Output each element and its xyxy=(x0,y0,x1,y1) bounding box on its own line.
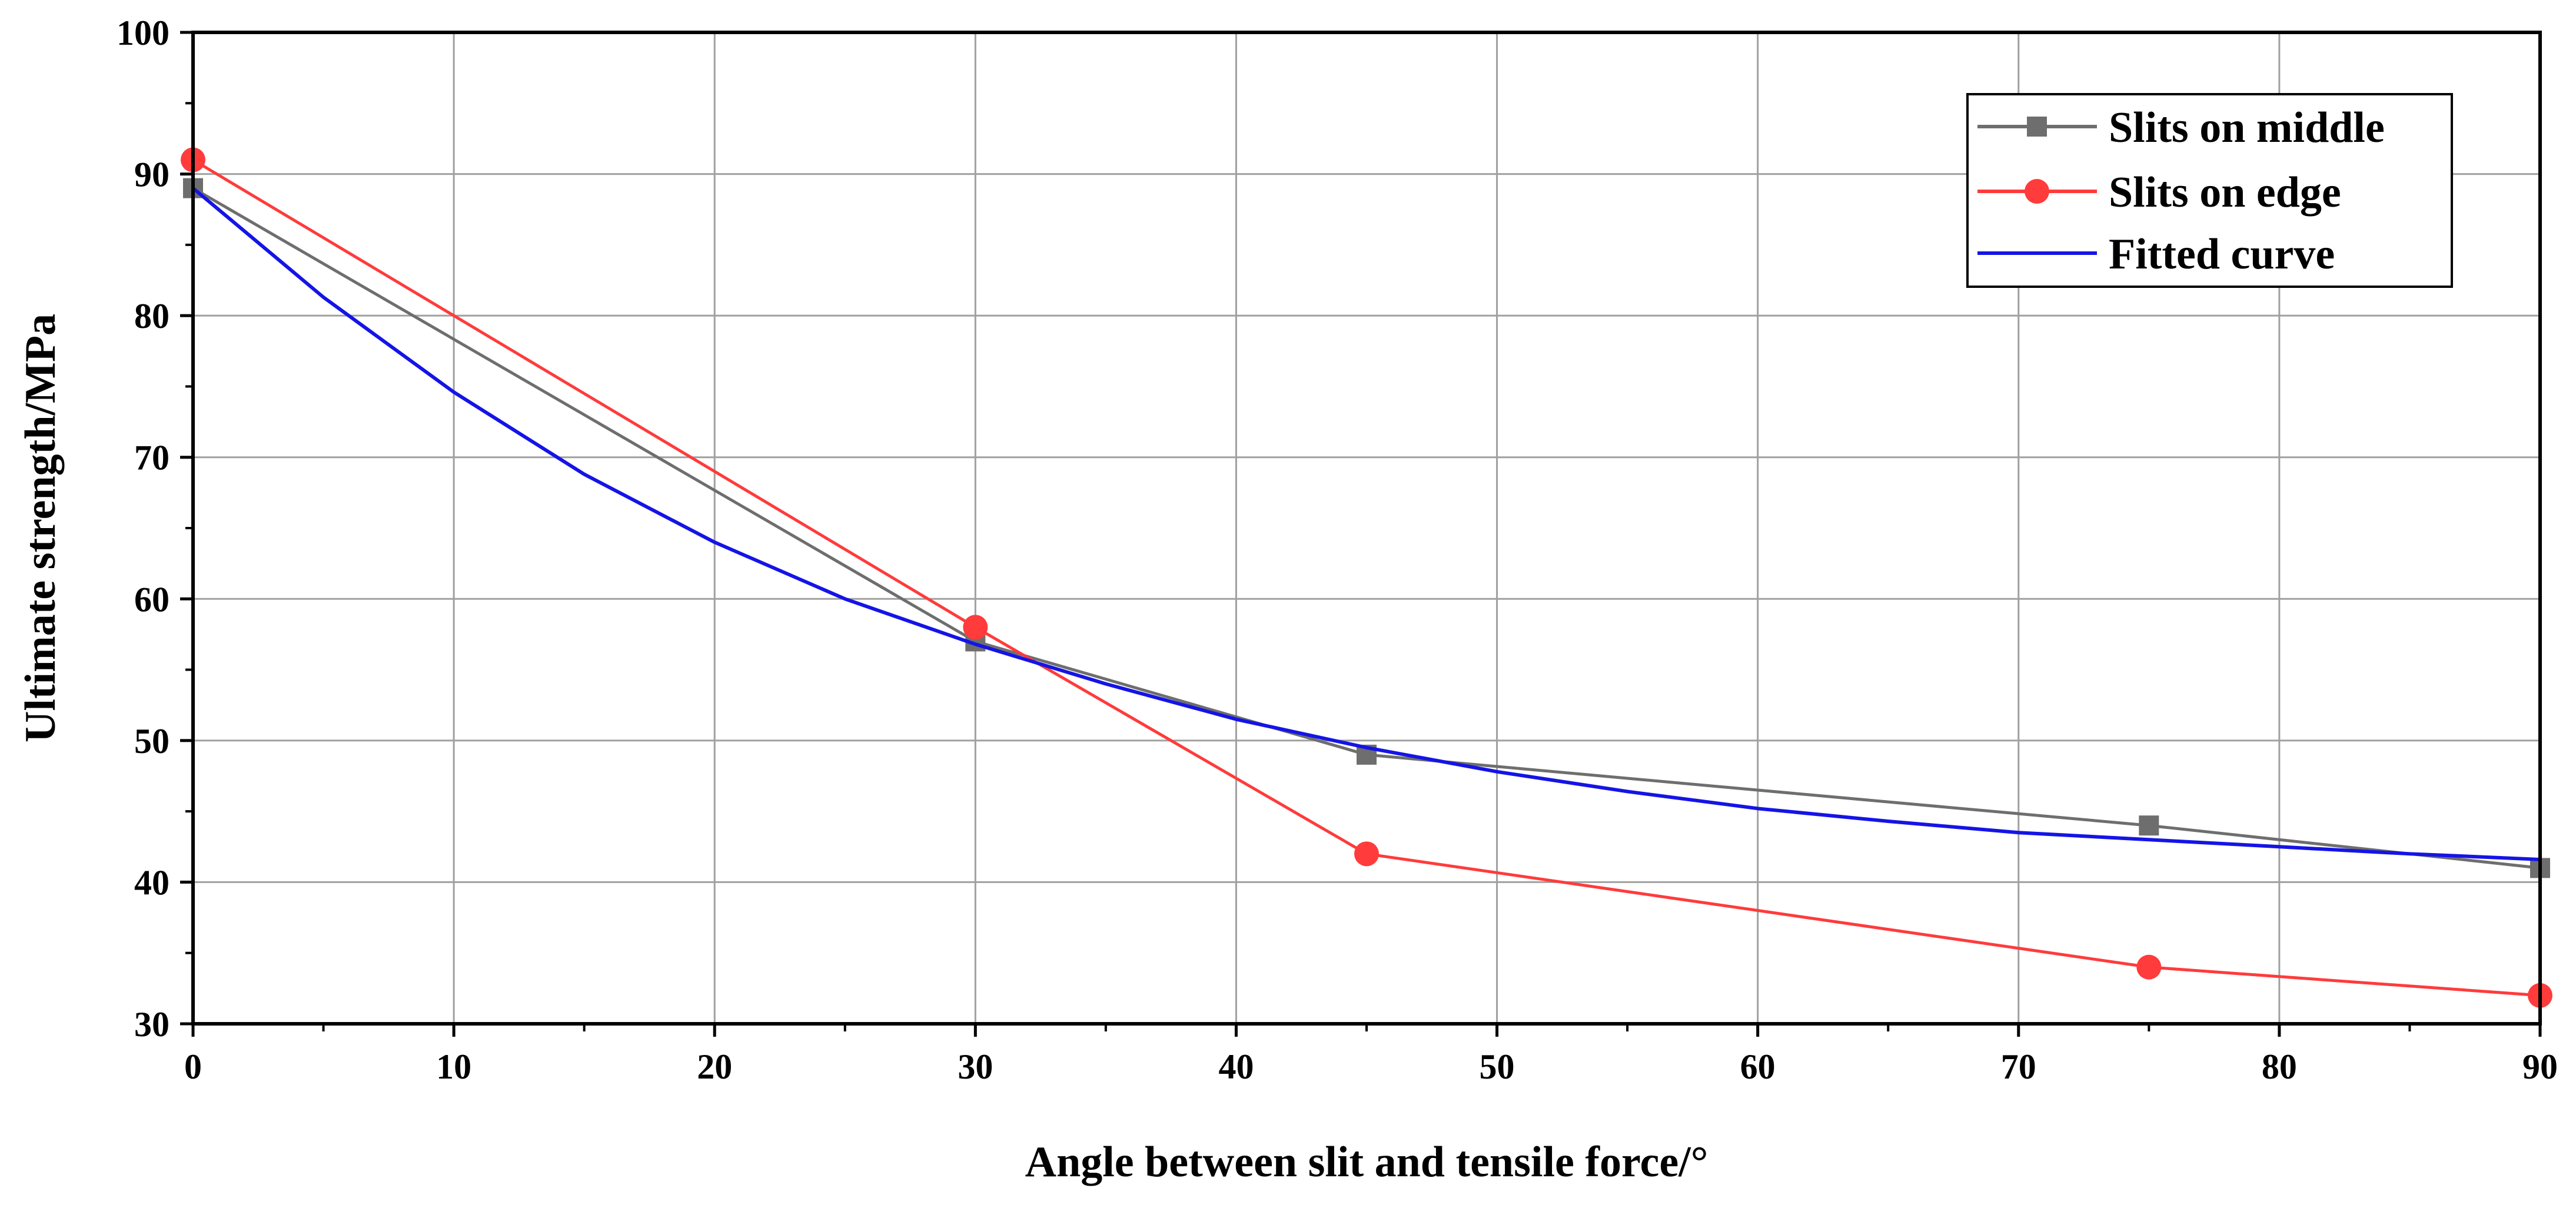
y-tick-label: 90 xyxy=(134,155,169,194)
series-line xyxy=(192,187,2541,861)
x-tick-label: 10 xyxy=(436,1047,471,1086)
x-tick-label: 40 xyxy=(1218,1047,1254,1086)
legend-label-slits-on-middle: Slits on middle xyxy=(2109,104,2385,152)
x-tick-label: 70 xyxy=(2001,1047,2036,1086)
legend-label-slits-on-edge: Slits on edge xyxy=(2109,168,2341,217)
y-tick-label: 60 xyxy=(134,580,169,619)
legend-item-fitted-curve: Fitted curve xyxy=(1977,230,2335,278)
legend-item-slits-on-edge: Slits on edge xyxy=(1977,168,2341,217)
legend-marker-circle xyxy=(2025,179,2049,204)
legend-item-slits-on-middle: Slits on middle xyxy=(1977,104,2385,152)
series-line xyxy=(192,187,2541,870)
data-point xyxy=(963,615,988,640)
x-tick-label: 80 xyxy=(2262,1047,2297,1086)
y-tick-label: 80 xyxy=(134,297,169,336)
series-fitted-curve xyxy=(192,187,2541,861)
x-tick-label: 0 xyxy=(184,1047,202,1086)
data-point xyxy=(2136,954,2162,980)
legend-label-fitted-curve: Fitted curve xyxy=(2109,230,2335,278)
x-tick-label: 20 xyxy=(697,1047,732,1086)
y-tick-label: 70 xyxy=(134,439,169,477)
data-point xyxy=(1354,841,1379,867)
y-tick-label: 40 xyxy=(134,863,169,902)
ticks: 0 10 20 30 40 50 60 70 80 90 30 40 50 60 70 80 90 100 xyxy=(117,14,2558,1086)
x-axis-title: Angle between slit and tensile force/° xyxy=(1025,1138,1709,1186)
x-tick-label: 60 xyxy=(1740,1047,1776,1086)
y-tick-label: 30 xyxy=(134,1005,169,1044)
data-point xyxy=(2139,815,2159,836)
y-tick-label: 100 xyxy=(117,14,169,52)
y-axis-title: Ultimate strength/MPa xyxy=(16,314,65,742)
legend-marker-square xyxy=(2027,117,2047,137)
x-tick-label: 30 xyxy=(958,1047,993,1086)
x-tick-label: 90 xyxy=(2522,1047,2558,1086)
y-tick-label: 50 xyxy=(134,722,169,761)
x-tick-label: 50 xyxy=(1480,1047,1515,1086)
legend: Slits on middle Slits on edge Fitted cur… xyxy=(1966,93,2453,288)
